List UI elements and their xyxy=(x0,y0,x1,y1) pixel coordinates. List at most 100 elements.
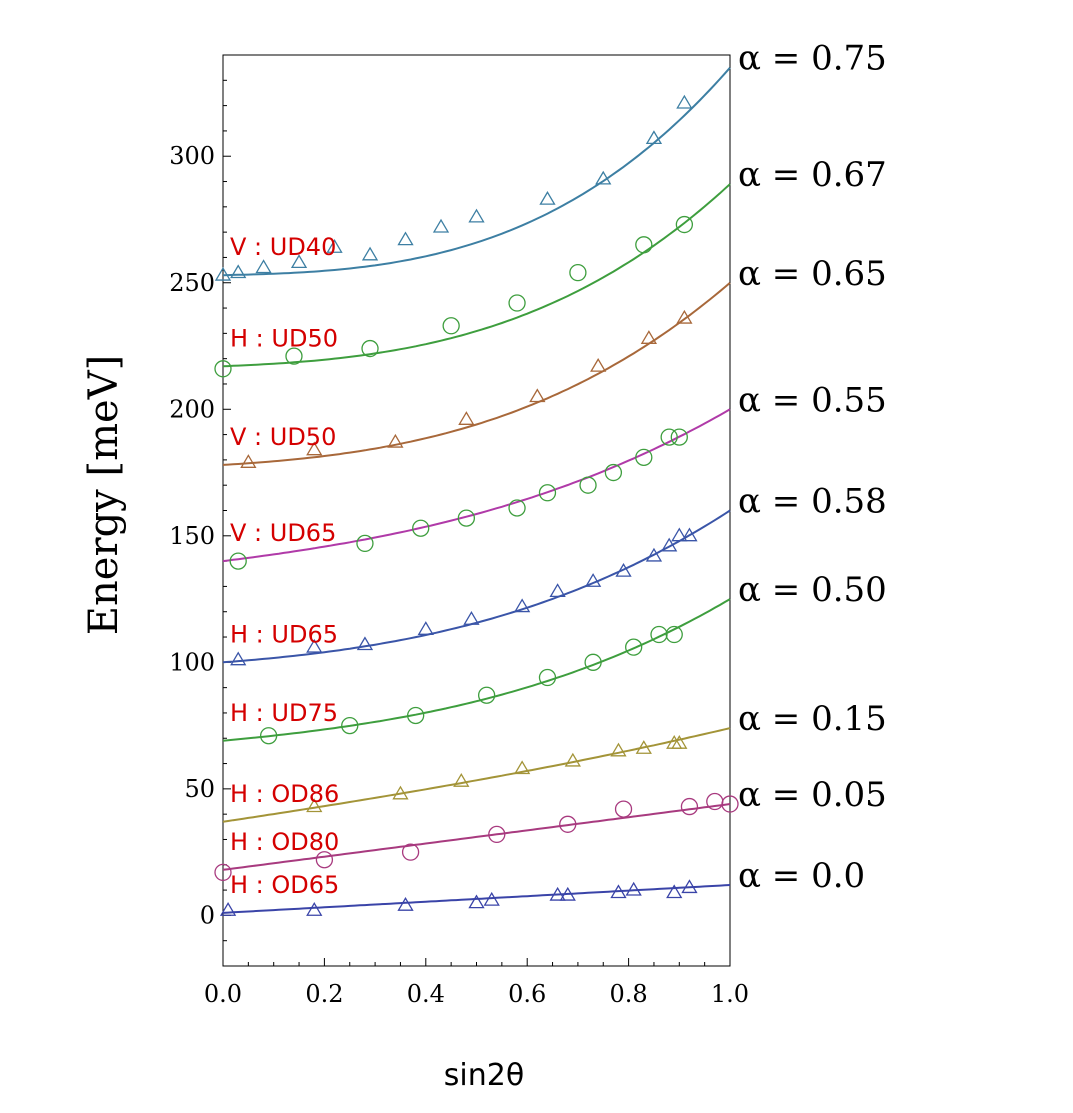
alpha-label: α = 0.65 xyxy=(738,254,887,294)
data-point xyxy=(214,863,232,882)
data-point xyxy=(670,428,688,446)
x-tick-label: 0.8 xyxy=(610,980,648,1008)
data-point xyxy=(538,668,557,687)
alpha-label: α = 0.58 xyxy=(738,482,887,522)
series-label: H : UD50 xyxy=(230,324,338,352)
data-point xyxy=(356,636,374,651)
data-point xyxy=(625,638,643,656)
data-point xyxy=(432,218,450,233)
x-tick-label: 1.0 xyxy=(711,980,749,1008)
data-point xyxy=(559,886,576,901)
data-point xyxy=(361,339,379,358)
data-point xyxy=(513,760,531,775)
y-axis-title: Energy [meV] xyxy=(81,355,127,635)
data-point xyxy=(538,484,557,502)
y-tick-label: 100 xyxy=(169,648,215,676)
data-point xyxy=(650,625,668,644)
data-point xyxy=(661,537,678,552)
data-point xyxy=(468,894,485,909)
data-point xyxy=(229,552,247,570)
data-point xyxy=(458,411,475,425)
data-point xyxy=(508,294,526,312)
data-point xyxy=(477,686,496,704)
data-point xyxy=(230,651,247,666)
series-label: V : UD65 xyxy=(230,519,336,547)
data-point xyxy=(676,309,693,324)
data-points xyxy=(214,94,739,916)
data-point xyxy=(549,886,566,901)
data-point xyxy=(290,254,308,269)
data-point xyxy=(513,598,531,613)
alpha-label: α = 0.05 xyxy=(738,775,887,815)
y-tick-label: 200 xyxy=(169,395,215,423)
data-point xyxy=(676,94,693,109)
data-point xyxy=(306,798,323,813)
data-point xyxy=(645,130,663,145)
data-point xyxy=(240,454,257,468)
series-label: H : OD80 xyxy=(230,828,339,856)
data-point xyxy=(671,527,688,542)
y-tick-label: 0 xyxy=(200,901,215,929)
data-point xyxy=(468,208,485,223)
fit-curve xyxy=(222,598,731,742)
series-label: H : OD86 xyxy=(230,780,339,808)
alpha-labels: α = 0.75 α = 0.67 α = 0.65 α = 0.55 α = 0.58… xyxy=(738,39,887,896)
fit-curves xyxy=(222,67,731,914)
data-point xyxy=(306,902,323,916)
data-point xyxy=(392,785,409,800)
x-tick-label: 0.0 xyxy=(204,980,242,1008)
x-tick-label: 0.2 xyxy=(305,980,343,1008)
y-tick-label: 300 xyxy=(169,142,215,170)
data-point xyxy=(604,463,623,482)
x-axis-title: sin2θ xyxy=(444,1058,524,1093)
data-point xyxy=(564,752,581,767)
data-point xyxy=(610,742,627,757)
y-tick-label: 250 xyxy=(169,269,215,297)
data-point xyxy=(640,330,658,344)
data-point xyxy=(255,259,272,274)
data-point xyxy=(680,797,699,816)
fit-curve xyxy=(222,727,731,823)
alpha-label: α = 0.55 xyxy=(738,380,887,420)
data-point xyxy=(306,638,323,653)
data-point xyxy=(412,519,430,537)
data-point xyxy=(219,902,237,916)
data-point xyxy=(259,727,278,745)
data-point xyxy=(584,573,602,587)
data-point xyxy=(635,740,652,754)
x-axis: 0.0 0.2 0.4 0.6 0.8 1.0 xyxy=(204,958,749,1008)
data-point xyxy=(645,547,663,562)
y-tick-label: 50 xyxy=(184,775,215,803)
data-point xyxy=(214,266,232,281)
data-point xyxy=(671,735,688,749)
fit-curve xyxy=(222,282,731,466)
data-point xyxy=(549,583,566,598)
series-labels: V : UD40 H : UD50 V : UD50 V : UD65 H : UD65… xyxy=(230,233,339,899)
alpha-label: α = 0.75 xyxy=(738,39,887,79)
data-point xyxy=(508,499,526,517)
fit-curve xyxy=(222,803,731,871)
series-label: H : UD65 xyxy=(230,620,338,648)
data-point xyxy=(361,246,379,261)
data-point xyxy=(488,825,506,844)
data-point xyxy=(660,428,678,446)
data-point xyxy=(230,264,247,279)
data-point xyxy=(610,884,627,899)
data-point xyxy=(665,625,683,644)
data-point xyxy=(529,388,546,403)
fit-curve xyxy=(222,884,731,914)
alpha-label: α = 0.0 xyxy=(738,856,865,896)
data-point xyxy=(625,881,642,896)
fit-curve xyxy=(222,67,731,277)
data-point xyxy=(614,800,633,818)
x-tick-label: 0.4 xyxy=(407,980,445,1008)
data-point xyxy=(442,317,460,335)
y-tick-label: 150 xyxy=(169,522,215,550)
series-label: H : OD65 xyxy=(230,871,339,899)
data-point xyxy=(285,347,303,365)
data-point xyxy=(397,896,414,911)
data-point xyxy=(315,851,334,869)
data-point xyxy=(569,263,587,282)
data-point xyxy=(483,891,500,906)
alpha-label: α = 0.67 xyxy=(738,155,887,195)
